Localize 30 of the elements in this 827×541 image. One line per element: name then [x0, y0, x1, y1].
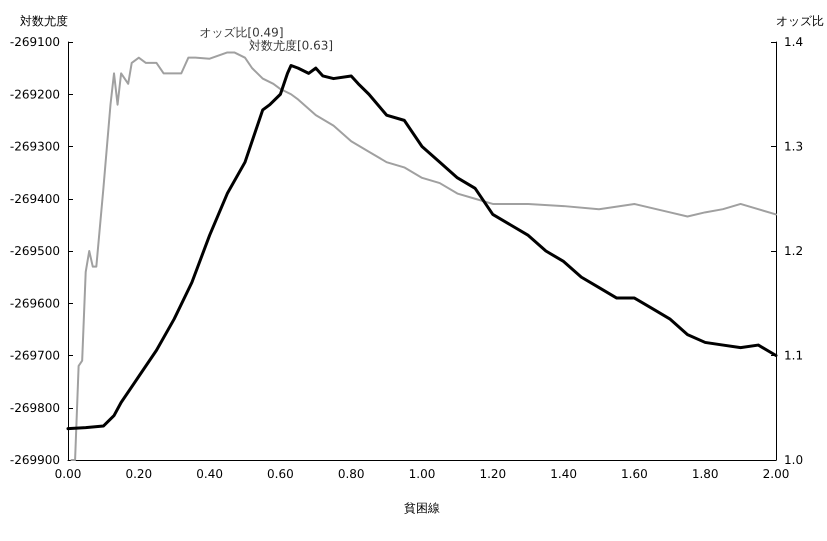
- x-tick-label: 1.00: [408, 467, 436, 481]
- x-tick-label: 0.60: [267, 467, 294, 481]
- x-tick-label: 0.20: [125, 467, 152, 481]
- y-tick-label: -269600: [10, 296, 60, 310]
- y-tick-label: -269700: [10, 348, 60, 362]
- y-tick-label: -269200: [10, 87, 60, 102]
- y-tick-label: -269900: [10, 453, 60, 467]
- y-tick-label: -269800: [10, 400, 60, 415]
- y-tick-label: -269100: [10, 35, 60, 49]
- x-axis-title: 貧困線: [404, 501, 440, 515]
- x-tick-label: 1.20: [479, 467, 506, 481]
- x-tick-label: 2.00: [762, 467, 790, 481]
- x-tick-label: 1.60: [621, 467, 648, 481]
- y-tick-label: -269400: [10, 192, 60, 206]
- y2-tick-label: 1.0: [784, 453, 804, 467]
- annotation: オッズ比[0.49]: [199, 25, 284, 40]
- x-tick-label: 1.40: [550, 467, 577, 481]
- y2-axis-title: オッズ比: [776, 14, 824, 28]
- y-tick-label: -269500: [10, 244, 60, 258]
- y-axis-title: 対数尤度: [20, 14, 68, 28]
- y-tick-label: -269300: [10, 140, 60, 154]
- x-tick-label: 1.80: [692, 467, 719, 481]
- y2-tick-label: 1.2: [784, 244, 804, 258]
- x-tick-label: 0.80: [338, 467, 365, 481]
- y2-tick-label: 1.3: [784, 140, 804, 154]
- y2-tick-label: 1.1: [784, 348, 804, 362]
- x-tick-label: 0.00: [54, 467, 82, 481]
- x-tick-label: 0.40: [196, 467, 223, 481]
- y2-tick-label: 1.4: [784, 35, 804, 49]
- annotation: 対数尤度[0.63]: [248, 38, 334, 53]
